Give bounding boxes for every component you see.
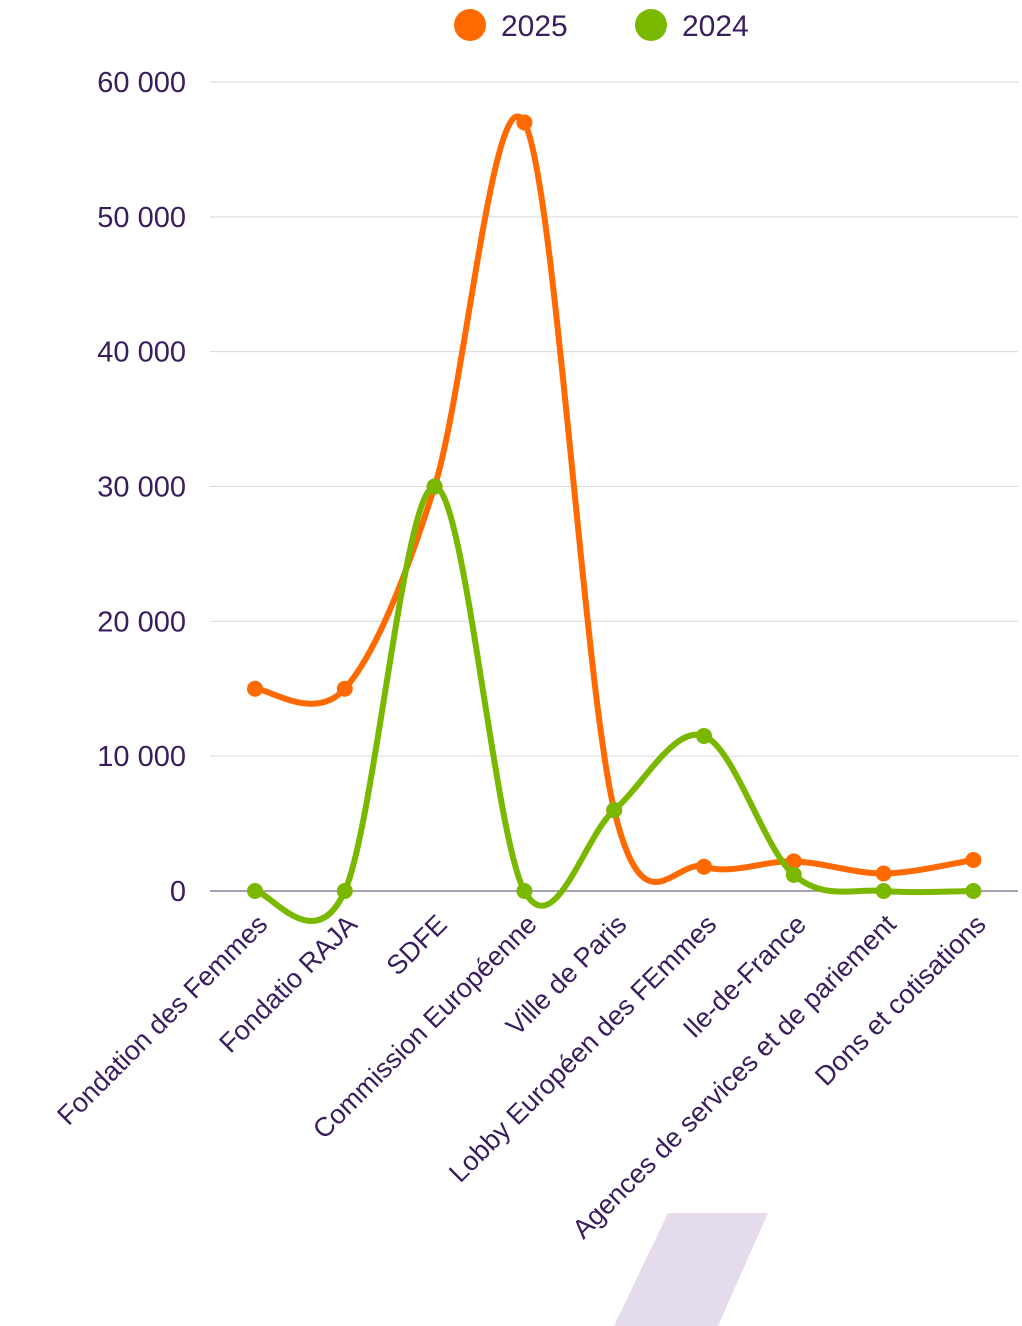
x-category-label: Agences de services et de pariement <box>566 909 902 1245</box>
data-point-2025[interactable] <box>875 865 892 882</box>
grid-lines <box>210 81 1018 757</box>
series-2024 <box>247 478 982 924</box>
legend-label-2024: 2024 <box>682 10 749 43</box>
data-point-2024[interactable] <box>965 883 982 899</box>
y-axis-ticks: 0 10 000 20 000 30 000 40 000 50 000 60 000 <box>97 67 186 908</box>
legend-item-2025[interactable]: 2025 <box>454 9 568 43</box>
series-lines <box>247 113 982 924</box>
data-point-2024[interactable] <box>336 883 353 899</box>
y-tick-label: 10 000 <box>97 741 186 773</box>
x-category-label: Dons et cotisations <box>809 909 992 1092</box>
data-point-2024[interactable] <box>426 478 443 495</box>
y-tick-label: 30 000 <box>97 472 186 504</box>
legend-item-2024[interactable]: 2024 <box>635 9 749 43</box>
decorative-parallelogram <box>614 1213 768 1326</box>
data-point-2025[interactable] <box>336 680 353 697</box>
data-point-2025[interactable] <box>965 851 982 868</box>
data-point-2024[interactable] <box>785 866 802 883</box>
legend-marker-2025 <box>454 9 486 41</box>
y-tick-label: 50 000 <box>97 202 186 234</box>
data-point-2024[interactable] <box>875 883 892 899</box>
y-tick-label: 40 000 <box>97 337 186 369</box>
data-point-2024[interactable] <box>606 802 623 819</box>
data-point-2025[interactable] <box>516 114 533 131</box>
data-point-2025[interactable] <box>696 858 712 875</box>
y-tick-label: 20 000 <box>97 606 186 638</box>
series-2025 <box>247 113 982 885</box>
series-line-2024 <box>252 483 977 924</box>
data-point-2025[interactable] <box>247 680 263 697</box>
legend-marker-2024 <box>635 9 667 41</box>
data-point-2024[interactable] <box>696 727 712 744</box>
y-tick-label: 60 000 <box>97 67 186 99</box>
x-category-label: SDFE <box>381 909 453 981</box>
data-point-2024[interactable] <box>247 883 263 899</box>
legend: 2025 2024 <box>454 9 749 43</box>
data-point-2024[interactable] <box>516 883 533 899</box>
y-tick-label: 0 <box>170 876 186 908</box>
series-line-2025 <box>252 113 977 885</box>
data-point-2025[interactable] <box>785 853 802 870</box>
legend-label-2025: 2025 <box>501 10 568 43</box>
